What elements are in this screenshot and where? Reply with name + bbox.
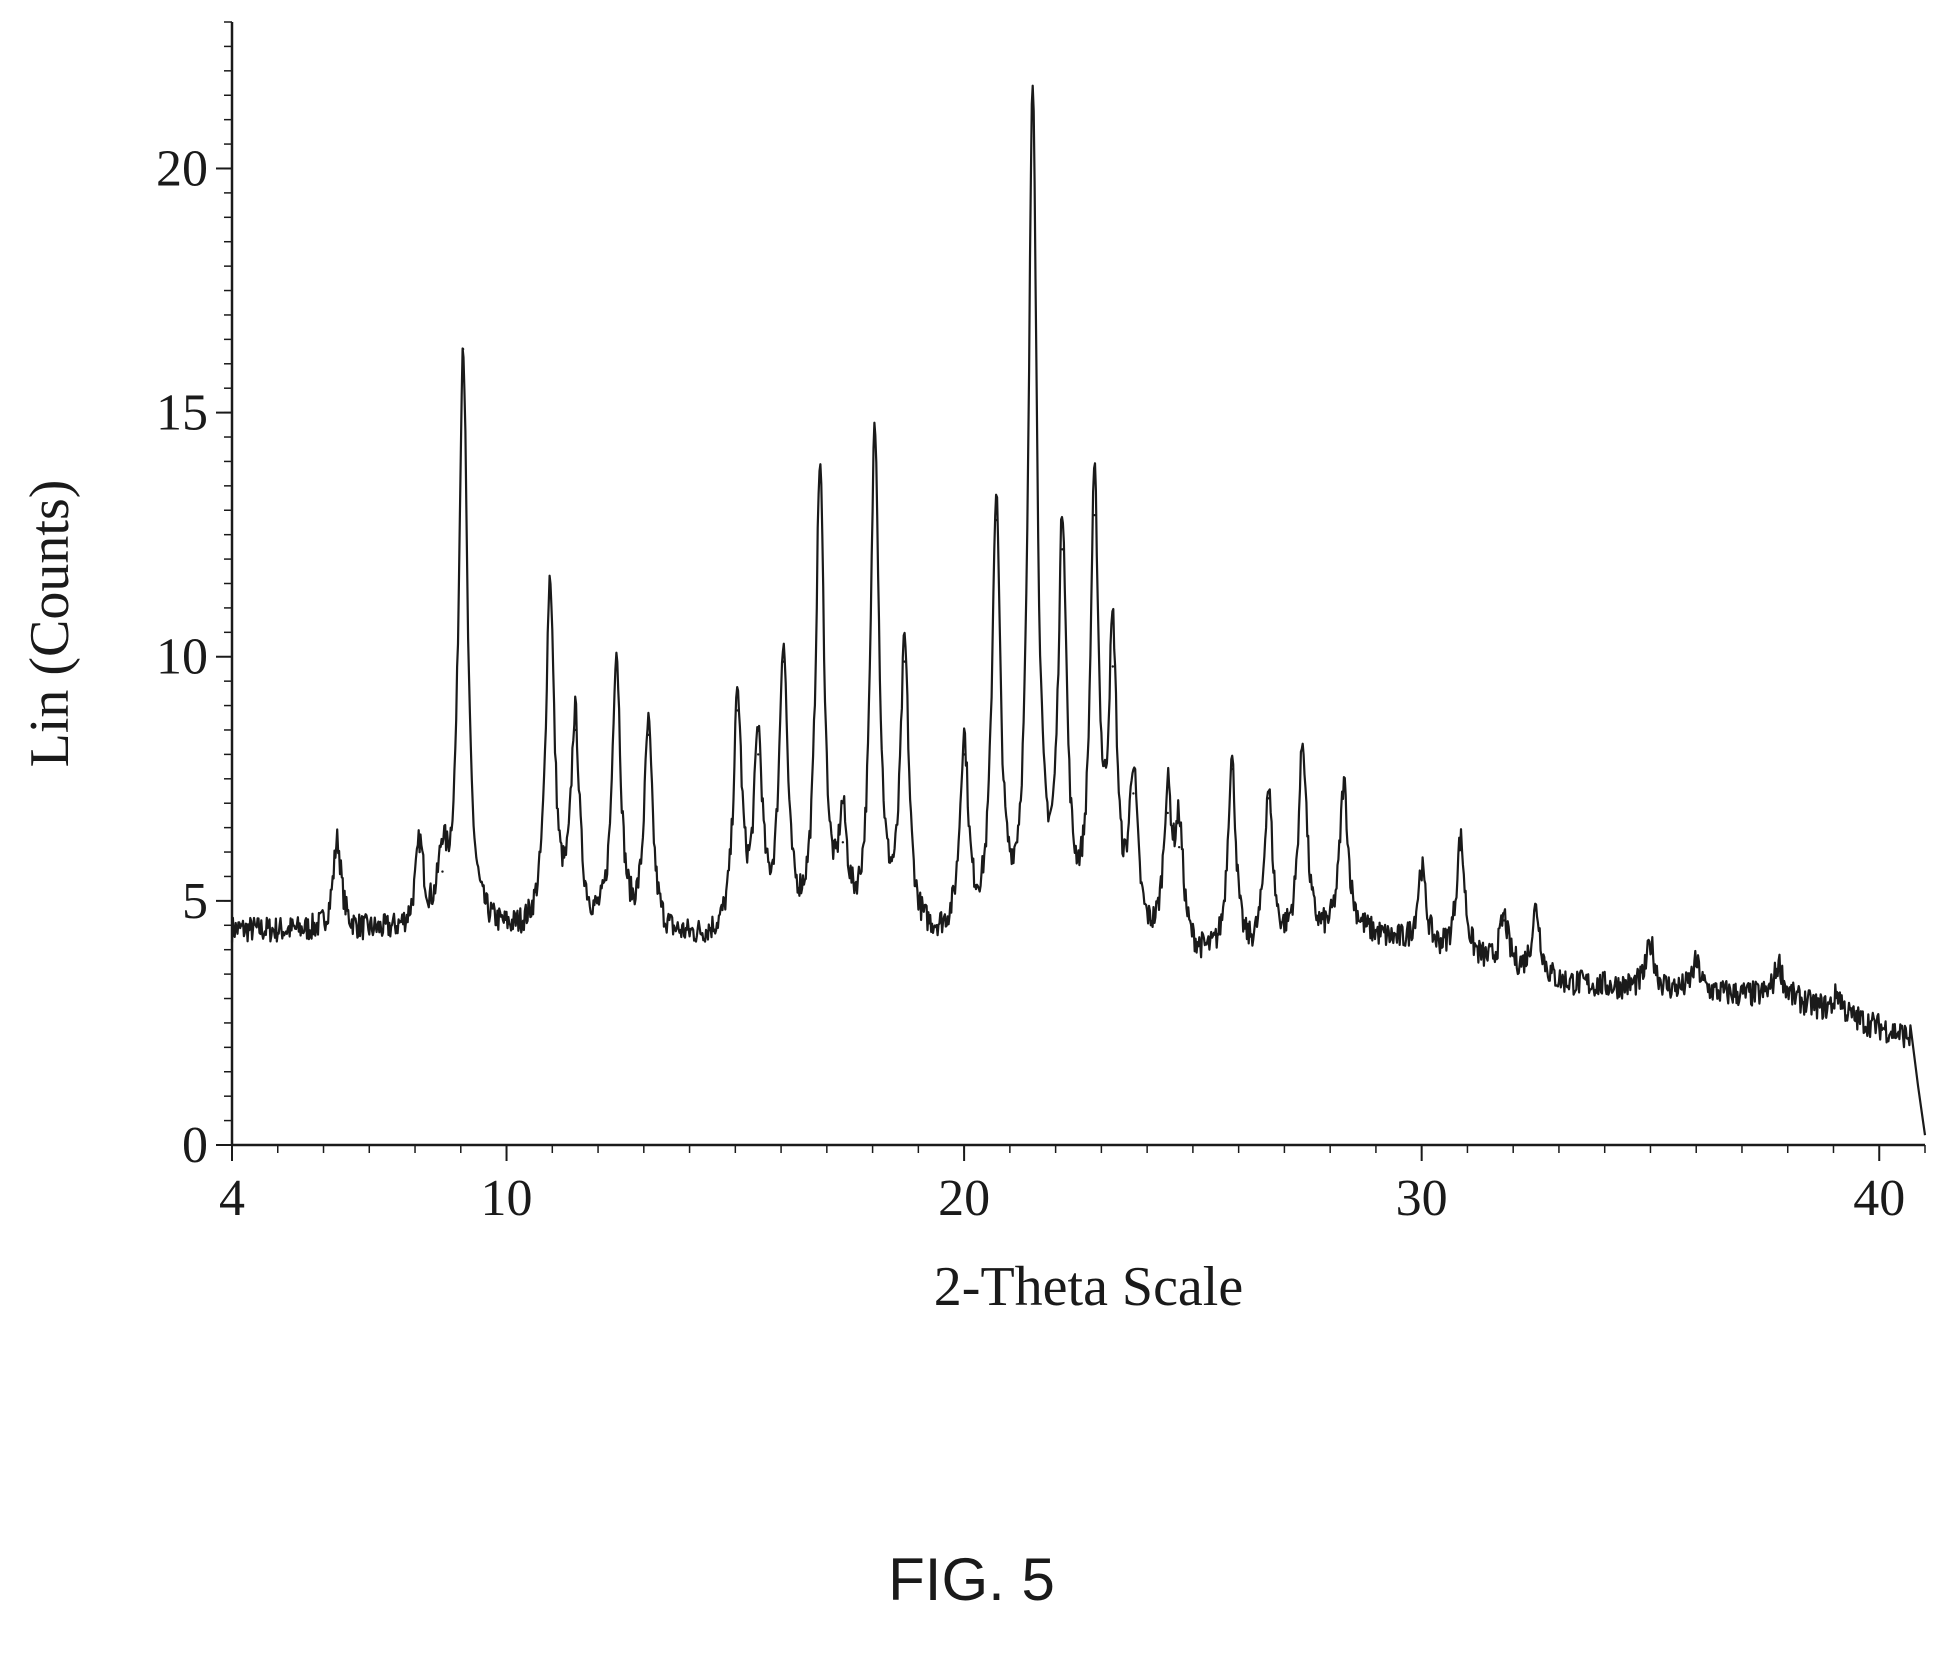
figure-caption: FIG. 5 — [888, 1546, 1055, 1613]
peak-markers — [336, 98, 1840, 995]
x-tick-label: 10 — [481, 1170, 533, 1227]
peak-point — [1093, 513, 1096, 517]
diffraction-pattern-line — [230, 84, 1927, 1136]
peak-point — [1342, 787, 1346, 790]
peak-point — [461, 347, 465, 351]
peak-point — [1166, 811, 1169, 815]
peak-point — [548, 587, 552, 590]
peak-point — [736, 709, 739, 712]
peak-point — [1132, 792, 1135, 795]
x-tick-label: 30 — [1396, 1170, 1448, 1227]
peak-point — [615, 660, 618, 663]
peak-point — [1695, 963, 1698, 966]
axes — [216, 21, 1926, 1161]
y-axis-title: Lin (Counts) — [19, 480, 81, 768]
peak-point — [818, 479, 822, 483]
peak-point — [1031, 98, 1034, 102]
x-minor-ticks — [231, 1145, 1926, 1153]
peak-point — [873, 435, 877, 439]
peak-point — [1534, 909, 1538, 912]
y-major-ticks — [216, 167, 232, 1146]
y-tick-labels: 0 5 10 15 20 — [156, 140, 208, 1174]
peak-point — [757, 753, 760, 756]
peak-point — [1301, 748, 1304, 751]
peak-point — [336, 841, 339, 844]
peak-point — [782, 660, 785, 663]
peak-point — [841, 841, 845, 844]
peak-point — [1111, 665, 1115, 668]
peak-point — [1649, 943, 1652, 947]
peak-point — [903, 660, 906, 663]
peak-point — [1177, 845, 1181, 849]
peak-point — [1061, 548, 1064, 551]
peak-point — [1836, 992, 1840, 995]
peak-point — [1502, 919, 1506, 922]
y-tick-label: 5 — [182, 873, 208, 930]
x-axis-title: 2-Theta Scale — [934, 1256, 1243, 1318]
peak-point — [1459, 841, 1462, 844]
peak-point — [647, 733, 650, 737]
y-tick-label: 0 — [182, 1117, 208, 1174]
x-major-ticks — [231, 1145, 1881, 1161]
x-tick-labels: 4 10 20 30 40 — [219, 1170, 1905, 1227]
x-tick-label: 4 — [219, 1170, 245, 1227]
peak-point — [441, 870, 444, 873]
peak-point — [962, 753, 966, 756]
peak-point — [994, 518, 998, 522]
peak-point — [418, 850, 421, 854]
x-tick-label: 40 — [1853, 1170, 1905, 1227]
y-tick-label: 20 — [156, 140, 208, 197]
peak-point — [1420, 870, 1423, 873]
peak-point — [1230, 767, 1233, 771]
x-tick-label: 20 — [938, 1170, 990, 1227]
peak-point — [1777, 963, 1780, 966]
y-tick-label: 10 — [156, 629, 208, 686]
y-tick-label: 15 — [156, 385, 208, 442]
peak-point — [573, 728, 577, 732]
peak-point — [1267, 797, 1270, 800]
